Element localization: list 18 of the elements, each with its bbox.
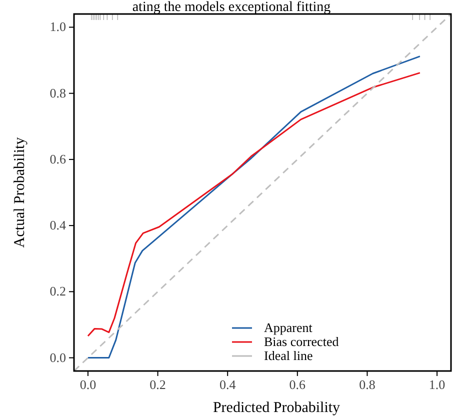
x-tick-label: 1.0: [428, 377, 446, 392]
y-tick-label: 0.8: [50, 85, 66, 100]
x-tick-label: 0.6: [289, 377, 306, 392]
y-tick-label: 0.0: [50, 350, 66, 365]
y-tick-label: 0.6: [50, 151, 66, 166]
x-axis-title: Predicted Probability: [212, 400, 341, 416]
x-tick-label: 0.2: [150, 377, 166, 392]
chart-title: ating the models exceptional fitting: [132, 0, 331, 15]
legend-label: Bias corrected: [264, 334, 340, 349]
y-tick-label: 1.0: [50, 19, 66, 34]
legend-label: Ideal line: [264, 348, 313, 363]
y-tick-label: 0.2: [50, 284, 66, 299]
y-axis-title: Actual Probability: [12, 136, 28, 248]
x-tick-label: 0.4: [219, 377, 236, 392]
x-tick-label: 0.8: [359, 377, 376, 392]
x-tick-label: 0.0: [80, 377, 96, 392]
legend-label: Apparent: [264, 320, 313, 335]
y-tick-label: 0.4: [50, 218, 66, 233]
